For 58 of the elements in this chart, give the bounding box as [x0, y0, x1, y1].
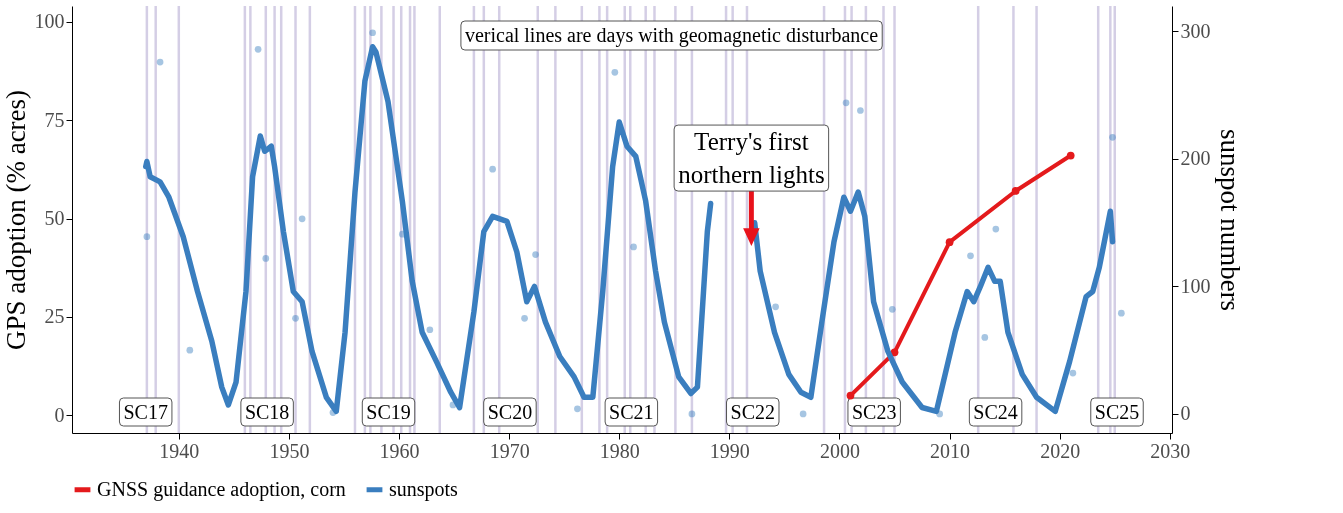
point: [890, 348, 899, 357]
point: [857, 107, 864, 114]
y-tick-label: 0: [54, 403, 65, 426]
point: [967, 252, 974, 260]
point: [426, 326, 434, 334]
x-tick-label: 2010: [930, 439, 971, 462]
x-tick-label: 1960: [379, 439, 420, 462]
y-tick-label: 25: [44, 305, 65, 328]
point: [772, 303, 779, 311]
legend-label: GNSS guidance adoption, corn: [97, 477, 346, 501]
point: [329, 409, 337, 416]
y-tick-label: 50: [44, 207, 65, 230]
point: [630, 243, 637, 251]
point: [1118, 309, 1125, 317]
x-tick-label: 2000: [819, 439, 860, 462]
point: [262, 255, 270, 262]
point: [156, 58, 164, 66]
y2-axis-title: sunspot numbers: [1214, 128, 1245, 312]
point: [298, 215, 306, 223]
point: [688, 410, 696, 418]
point: [1066, 151, 1075, 160]
point: [254, 45, 262, 53]
point: [186, 346, 194, 354]
point: [992, 225, 1000, 233]
point: [449, 401, 457, 409]
point: [842, 99, 850, 107]
point: [1109, 133, 1116, 141]
x-tick-label: 1950: [269, 439, 310, 462]
y2-tick-label: 0: [1180, 402, 1191, 425]
y2-tick-label: 100: [1180, 274, 1211, 297]
x-tick-label: 1940: [159, 439, 200, 462]
point: [1011, 187, 1020, 195]
point: [574, 405, 581, 413]
point: [936, 410, 944, 418]
point: [945, 238, 954, 246]
point: [981, 334, 989, 341]
point: [1069, 369, 1077, 377]
y2-tick-label: 300: [1180, 19, 1211, 42]
point: [143, 233, 151, 241]
legend-label: sunspots: [389, 477, 459, 501]
point: [369, 29, 376, 37]
point: [292, 314, 299, 322]
x-tick-label: 2030: [1150, 439, 1191, 462]
y-tick-label: 75: [44, 108, 65, 131]
x-tick-label: 1990: [709, 439, 750, 462]
point: [489, 165, 496, 173]
x-tick-label: 1980: [599, 439, 640, 462]
y2-tick-label: 200: [1180, 147, 1211, 170]
x-tick-label: 1970: [489, 439, 530, 462]
y-tick-label: 100: [34, 10, 65, 33]
y-axis-title: GPS adoption (% acres): [0, 89, 31, 351]
point: [888, 306, 896, 313]
x-tick-label: 2020: [1040, 439, 1081, 462]
point: [846, 391, 855, 400]
point: [532, 251, 539, 258]
point: [611, 68, 619, 76]
point: [521, 314, 528, 322]
point: [799, 410, 807, 418]
